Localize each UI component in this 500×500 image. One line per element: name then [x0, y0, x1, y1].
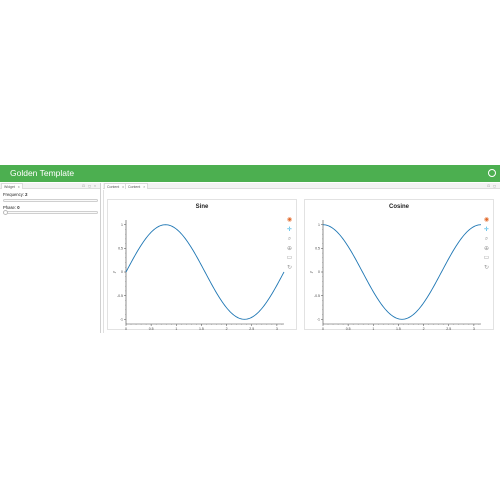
x-tick-label: 2.5: [249, 327, 254, 331]
pan-icon[interactable]: ✛: [286, 226, 293, 233]
phase-slider[interactable]: [3, 210, 98, 215]
x-tick-label: 0.5: [149, 327, 154, 331]
y-tick-label: 0.5: [118, 247, 123, 251]
x-tick-label: 0: [322, 327, 324, 331]
sidebar-panel: Widget x ⊡ ◻ × Frequency: 2 Phase: 0: [0, 183, 101, 333]
main-tabstrip: Content x Content × ⊡ ◻: [103, 183, 500, 189]
phase-label: Phase: 0: [3, 205, 20, 210]
x-tick-label: 1: [372, 327, 374, 331]
close-icon[interactable]: ×: [143, 185, 146, 189]
save-icon[interactable]: ▭: [286, 255, 293, 261]
tab-label: Content: [128, 185, 141, 189]
y-tick-label: 0.5: [315, 247, 320, 251]
x-tick-label: 2: [226, 327, 228, 331]
bokeh-logo-icon[interactable]: ◉: [286, 217, 293, 223]
bokeh-logo-icon[interactable]: ◉: [483, 217, 490, 223]
y-axis-label: y: [112, 270, 116, 274]
y-tick-label: 0: [121, 270, 123, 274]
x-tick-label: 0: [125, 327, 127, 331]
main-panel: Content x Content × ⊡ ◻ Sine 0 0.5 1 1.5 2 2.5 3…: [103, 183, 500, 333]
x-tick-label: 1.5: [199, 327, 204, 331]
y-tick-label: -0.5: [314, 294, 320, 298]
box-zoom-icon[interactable]: ⌕: [287, 236, 292, 242]
tab-label: Content: [107, 185, 120, 189]
circle-icon[interactable]: [488, 169, 496, 177]
y-tick-label: -1: [317, 317, 320, 321]
tab-content-2[interactable]: Content ×: [125, 183, 149, 189]
panel-controls[interactable]: ⊡ ◻ ×: [82, 184, 97, 188]
phase-value: 0: [17, 205, 20, 210]
wheel-zoom-icon[interactable]: ⊕: [483, 245, 490, 252]
pan-icon[interactable]: ✛: [483, 226, 490, 233]
close-icon[interactable]: x: [17, 185, 20, 189]
tab-content-1[interactable]: Content x: [104, 183, 128, 189]
frequency-label: Frequency: 2: [3, 192, 28, 197]
sidebar-tabstrip: Widget x ⊡ ◻ ×: [0, 183, 100, 189]
app-header: Golden Template: [0, 165, 500, 182]
close-icon[interactable]: x: [122, 185, 125, 189]
x-tick-label: 3: [276, 327, 278, 331]
wheel-zoom-icon[interactable]: ⊕: [286, 245, 293, 252]
y-tick-label: 0: [318, 270, 320, 274]
tab-label: Widget: [4, 185, 15, 189]
plot-title: Sine: [195, 204, 209, 210]
x-tick-label: 2.5: [446, 327, 451, 331]
series-line: [125, 224, 285, 320]
panel-controls[interactable]: ⊡ ◻: [487, 184, 497, 188]
frequency-value: 2: [25, 192, 28, 197]
y-tick-label: -1: [120, 317, 123, 321]
series-line: [322, 224, 482, 320]
app-title: Golden Template: [10, 168, 75, 178]
save-icon[interactable]: ▭: [483, 255, 490, 261]
tab-widget[interactable]: Widget x: [1, 183, 23, 189]
x-tick-label: 0.5: [346, 327, 351, 331]
plot-title: Cosine: [388, 204, 409, 210]
x-tick-label: 3: [473, 327, 475, 331]
y-tick-label: -0.5: [117, 294, 123, 298]
box-zoom-icon[interactable]: ⌕: [484, 236, 489, 242]
y-axis-label: y: [309, 270, 313, 274]
frequency-slider[interactable]: [3, 199, 98, 202]
slider-handle[interactable]: [3, 210, 8, 215]
y-tick-label: 1: [121, 223, 123, 227]
x-tick-label: 1: [175, 327, 177, 331]
plot-toolbar: ◉ ✛ ⌕ ⊕ ▭ ↻: [286, 217, 294, 274]
x-tick-label: 2: [423, 327, 425, 331]
reset-icon[interactable]: ↻: [483, 264, 490, 271]
y-tick-label: 1: [318, 223, 320, 227]
x-tick-label: 1.5: [396, 327, 401, 331]
reset-icon[interactable]: ↻: [286, 264, 293, 271]
plot-toolbar: ◉ ✛ ⌕ ⊕ ▭ ↻: [483, 217, 491, 274]
